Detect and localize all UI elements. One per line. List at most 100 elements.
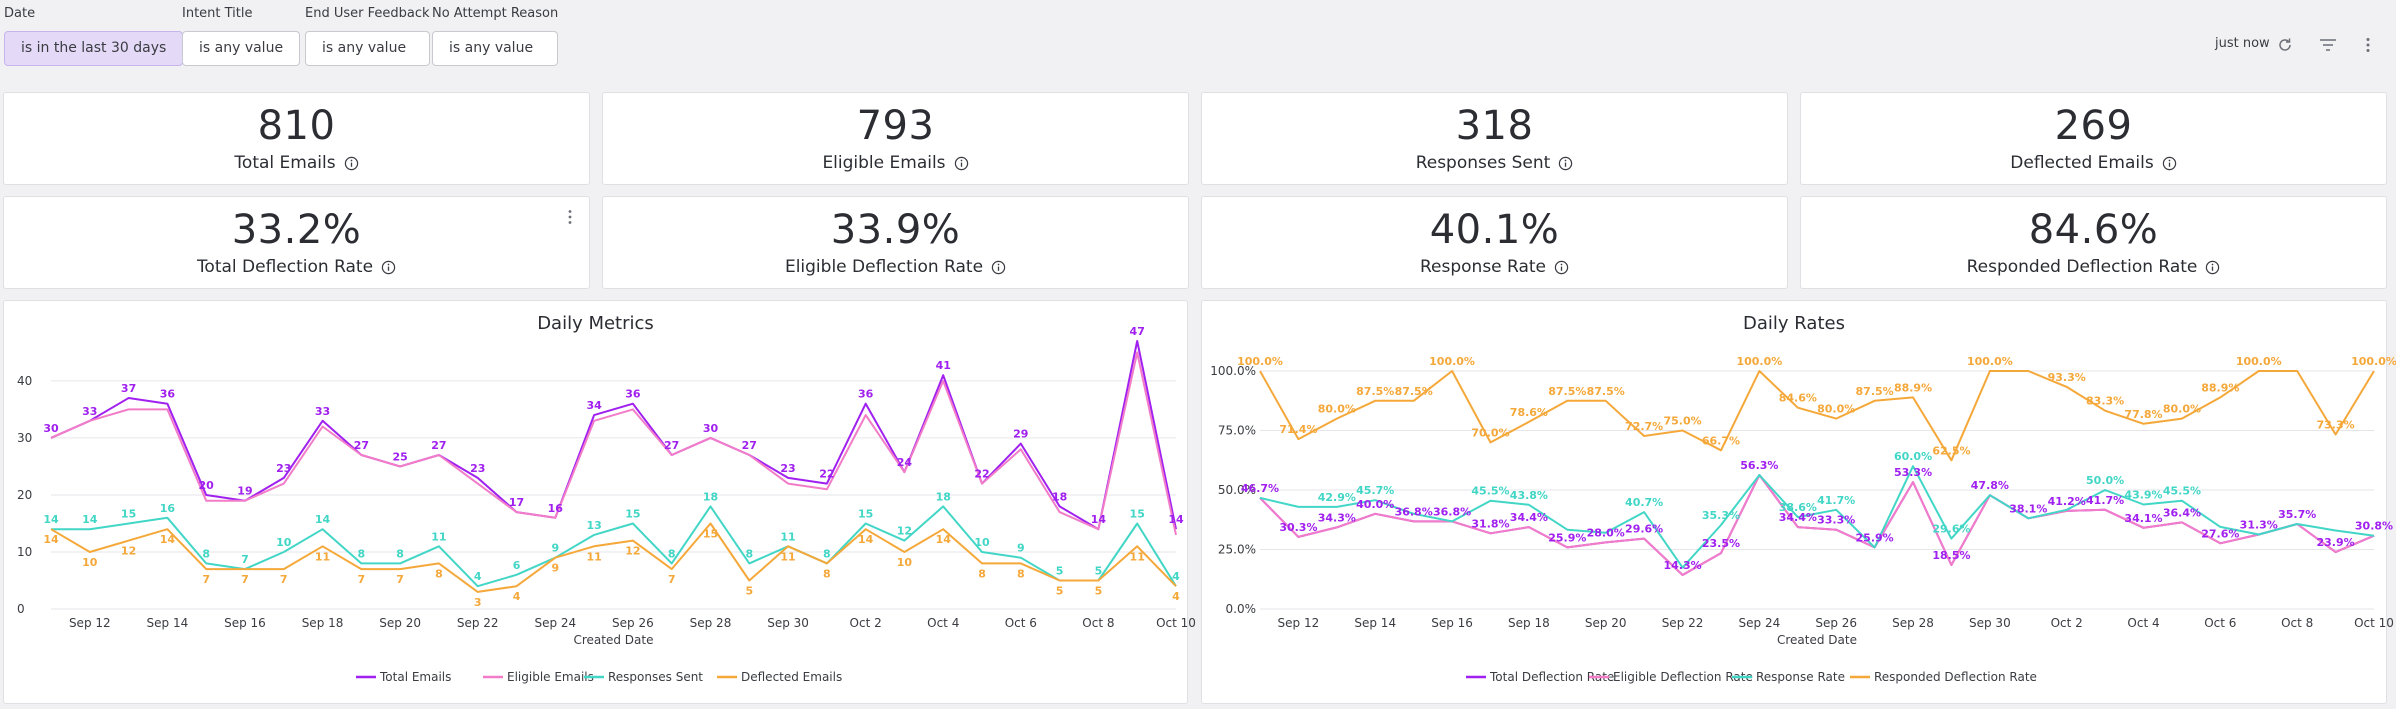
card-menu-icon[interactable] [567, 209, 573, 225]
data-label: 5 [1095, 584, 1103, 597]
series-line-eligible-deflection-rate[interactable] [1259, 474, 2375, 576]
y-tick-label: 50.0% [1218, 483, 1256, 497]
data-label: 18 [936, 490, 951, 503]
series-line-responses-sent[interactable] [51, 505, 1177, 588]
series-line-eligible-emails[interactable] [50, 351, 1177, 536]
data-label: 11 [1130, 550, 1145, 563]
y-tick-label: 40 [17, 374, 32, 388]
x-tick-label: Sep 26 [612, 616, 654, 630]
legend-item[interactable]: Responses Sent [608, 670, 703, 684]
data-label: 8 [668, 547, 676, 560]
data-label: 35.7% [2278, 508, 2316, 521]
data-label: 87.5% [1548, 385, 1586, 398]
kpi-label: Eligible Deflection Rate [784, 257, 984, 277]
series-line-response-rate[interactable] [1259, 465, 2375, 569]
x-tick-label: Oct 2 [850, 616, 882, 630]
data-label: 34.4% [1779, 511, 1817, 524]
filter-no-attempt-reason: No Attempt Reason is any value [432, 5, 559, 66]
filter-label: Date [4, 6, 36, 21]
filter-date-value[interactable]: is in the last 30 days [4, 31, 184, 66]
data-label: 4 [513, 590, 521, 603]
data-label: 47.8% [1971, 479, 2009, 492]
info-icon[interactable] [344, 156, 359, 171]
kpi-value: 318 [1455, 103, 1534, 149]
data-label: 22 [819, 468, 834, 481]
data-label: 22 [974, 468, 989, 481]
data-label: 8 [823, 547, 831, 560]
series-line-deflected-emails[interactable] [50, 522, 1177, 593]
kpi-label: Total Emails [234, 153, 336, 173]
info-icon[interactable] [381, 260, 396, 275]
data-label: 36.8% [1433, 505, 1471, 518]
data-label: 27 [431, 439, 446, 452]
filter-date: Date is in the last 30 days [4, 5, 184, 66]
kpi-eligible-deflection-rate: 33.9% Eligible Deflection Rate [602, 196, 1189, 289]
data-label: 75.0% [1663, 415, 1701, 428]
data-label: 8 [1017, 567, 1025, 580]
x-tick-label: Oct 4 [927, 616, 959, 630]
data-label: 38.1% [2009, 502, 2047, 515]
data-label: 70.0% [1471, 426, 1509, 439]
filter-end-user-feedback: End User Feedback is any value [305, 5, 430, 66]
data-label: 13 [586, 519, 601, 532]
data-label: 4 [1172, 590, 1180, 603]
legend-item[interactable]: Total Emails [379, 670, 451, 684]
filter-intent-title: Intent Title is any value [182, 5, 301, 66]
legend-item[interactable]: Eligible Emails [507, 670, 594, 684]
data-label: 7 [241, 573, 249, 586]
data-label: 9 [1017, 542, 1025, 555]
data-label: 10 [82, 556, 98, 569]
data-label: 41.2% [2048, 495, 2086, 508]
data-label: 14 [43, 533, 59, 546]
data-label: 30.8% [2355, 520, 2393, 533]
data-label: 37 [121, 382, 136, 395]
x-tick-label: Sep 24 [1739, 616, 1781, 630]
data-label: 41.7% [1817, 494, 1855, 507]
data-label: 36.8% [1395, 505, 1433, 518]
data-label: 35.3% [1702, 509, 1740, 522]
kpi-deflected-emails: 269 Deflected Emails [1800, 92, 2387, 185]
x-tick-label: Sep 30 [1969, 616, 2011, 630]
filter-end-user-feedback-value[interactable]: is any value [305, 31, 430, 66]
y-tick-label: 25.0% [1218, 543, 1256, 557]
kpi-response-rate: 40.1% Response Rate [1201, 196, 1788, 289]
data-label: 4 [1172, 570, 1180, 583]
info-icon[interactable] [2205, 260, 2220, 275]
more-options-icon[interactable] [2357, 34, 2379, 56]
info-icon[interactable] [2162, 156, 2177, 171]
info-icon[interactable] [954, 156, 969, 171]
data-label: 23 [276, 462, 291, 475]
legend-item[interactable]: Responded Deflection Rate [1874, 670, 2037, 684]
refresh-icon[interactable] [2274, 34, 2296, 56]
data-label: 62.5% [1932, 444, 1970, 457]
y-tick-label: 30 [17, 431, 32, 445]
filter-icon[interactable] [2317, 34, 2339, 56]
data-label: 14 [43, 513, 59, 526]
legend-item[interactable]: Eligible Deflection Rate [1613, 670, 1753, 684]
filter-no-attempt-reason-value[interactable]: is any value [432, 31, 559, 66]
legend-item[interactable]: Deflected Emails [741, 670, 842, 684]
data-label: 78.6% [1510, 406, 1548, 419]
legend-item[interactable]: Total Deflection Rate [1489, 670, 1614, 684]
data-label: 34.1% [2124, 512, 2162, 525]
series-line-responded-deflection-rate[interactable] [1259, 370, 2375, 462]
refresh-status: just now [2215, 36, 2270, 51]
data-label: 87.5% [1856, 385, 1894, 398]
filter-intent-title-value[interactable]: is any value [182, 31, 301, 66]
data-label: 80.0% [1318, 403, 1356, 416]
x-tick-label: Sep 20 [379, 616, 421, 630]
info-icon[interactable] [991, 260, 1006, 275]
info-icon[interactable] [1554, 260, 1569, 275]
x-tick-label: Sep 14 [147, 616, 189, 630]
x-tick-label: Sep 24 [534, 616, 576, 630]
info-icon[interactable] [1558, 156, 1573, 171]
data-label: 11 [586, 550, 601, 563]
data-label: 36 [160, 388, 176, 401]
kpi-value: 84.6% [2028, 207, 2159, 253]
legend-item[interactable]: Response Rate [1756, 670, 1845, 684]
data-label: 9 [551, 542, 559, 555]
data-label: 8 [396, 547, 404, 560]
data-label: 88.9% [2201, 381, 2239, 394]
data-label: 5 [745, 584, 753, 597]
data-label: 60.0% [1894, 450, 1932, 463]
